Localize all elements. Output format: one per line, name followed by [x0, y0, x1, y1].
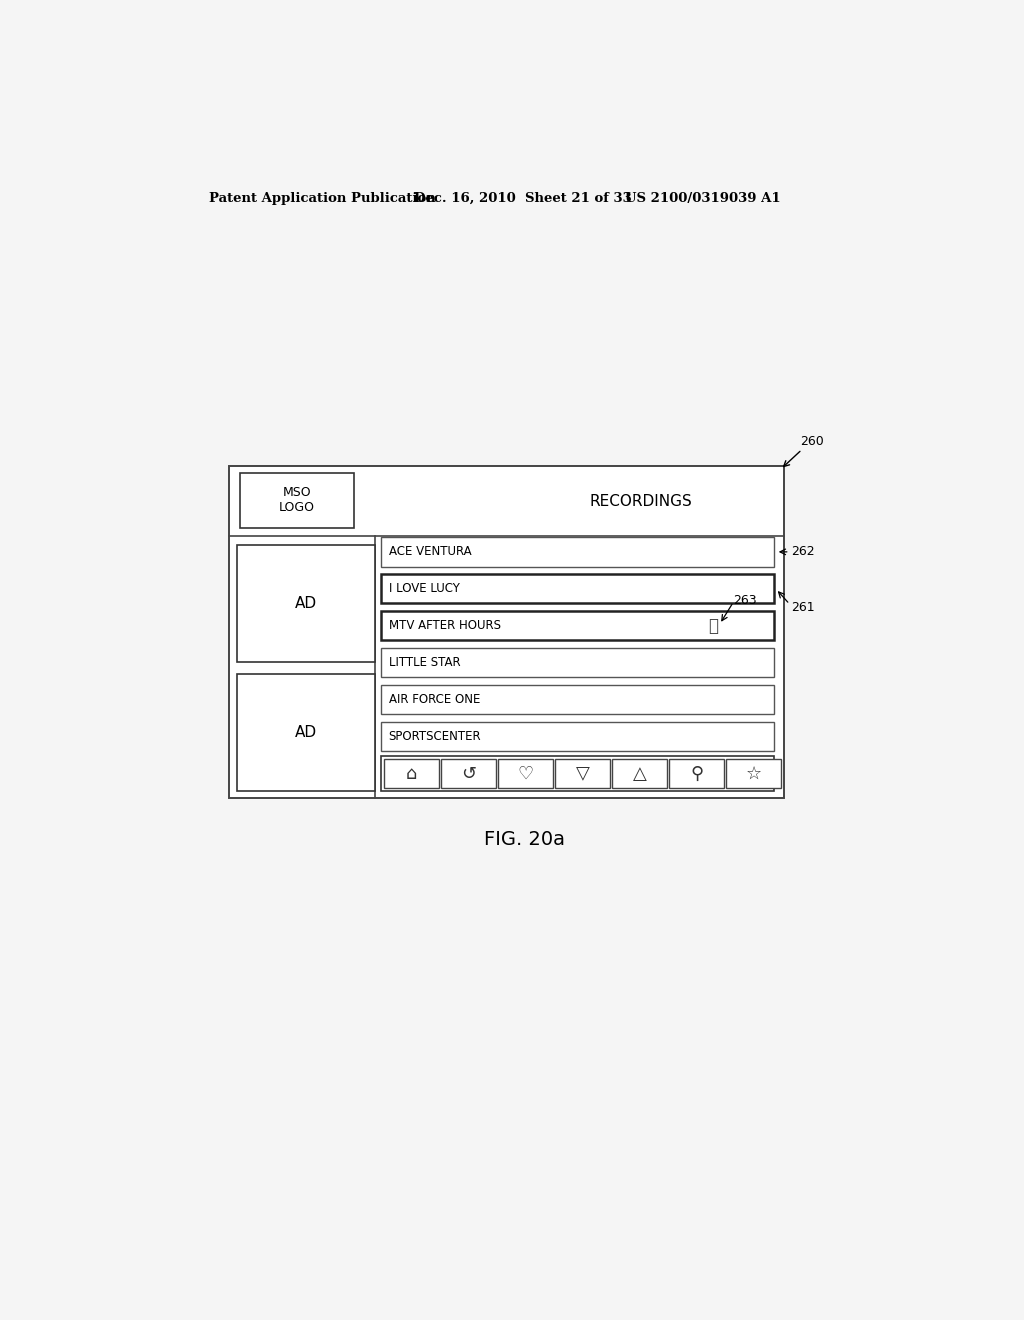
Text: ⚲: ⚲ — [690, 764, 703, 783]
Bar — [381, 611, 774, 640]
Text: 260: 260 — [801, 434, 824, 447]
Text: MTV AFTER HOURS: MTV AFTER HOURS — [388, 619, 501, 632]
Bar — [381, 756, 774, 792]
Bar — [726, 759, 781, 788]
Bar — [555, 759, 610, 788]
Bar — [381, 648, 774, 677]
Text: Dec. 16, 2010  Sheet 21 of 33: Dec. 16, 2010 Sheet 21 of 33 — [414, 191, 632, 205]
Text: US 2100/0319039 A1: US 2100/0319039 A1 — [625, 191, 780, 205]
Bar — [670, 759, 724, 788]
Text: ↺: ↺ — [461, 764, 476, 783]
Bar — [384, 759, 438, 788]
Text: AD: AD — [295, 595, 316, 611]
Text: ⌂: ⌂ — [406, 764, 417, 783]
Bar — [498, 759, 553, 788]
Text: 263: 263 — [733, 594, 757, 607]
Bar — [229, 466, 783, 797]
Bar — [381, 722, 774, 751]
Text: FIG. 20a: FIG. 20a — [484, 830, 565, 849]
Text: LITTLE STAR: LITTLE STAR — [388, 656, 460, 669]
Text: 261: 261 — [792, 601, 815, 614]
Text: AD: AD — [295, 725, 316, 741]
Text: △: △ — [633, 764, 646, 783]
Bar — [381, 537, 774, 566]
Bar — [612, 759, 667, 788]
Bar — [237, 675, 375, 792]
Text: ☆: ☆ — [745, 764, 762, 783]
Text: RECORDINGS: RECORDINGS — [590, 494, 692, 508]
Text: ♡: ♡ — [517, 764, 534, 783]
Text: I LOVE LUCY: I LOVE LUCY — [388, 582, 460, 595]
Bar — [441, 759, 496, 788]
Bar — [381, 574, 774, 603]
Text: 262: 262 — [792, 545, 815, 558]
Text: ▽: ▽ — [575, 764, 590, 783]
Text: Patent Application Publication: Patent Application Publication — [209, 191, 436, 205]
Text: MSO
LOGO: MSO LOGO — [279, 486, 315, 515]
Text: AIR FORCE ONE: AIR FORCE ONE — [388, 693, 480, 706]
Text: 🔒: 🔒 — [708, 616, 718, 635]
Text: ACE VENTURA: ACE VENTURA — [388, 545, 471, 558]
Bar — [240, 473, 354, 528]
Text: SPORTSCENTER: SPORTSCENTER — [388, 730, 481, 743]
Bar — [381, 685, 774, 714]
Bar — [237, 545, 375, 663]
